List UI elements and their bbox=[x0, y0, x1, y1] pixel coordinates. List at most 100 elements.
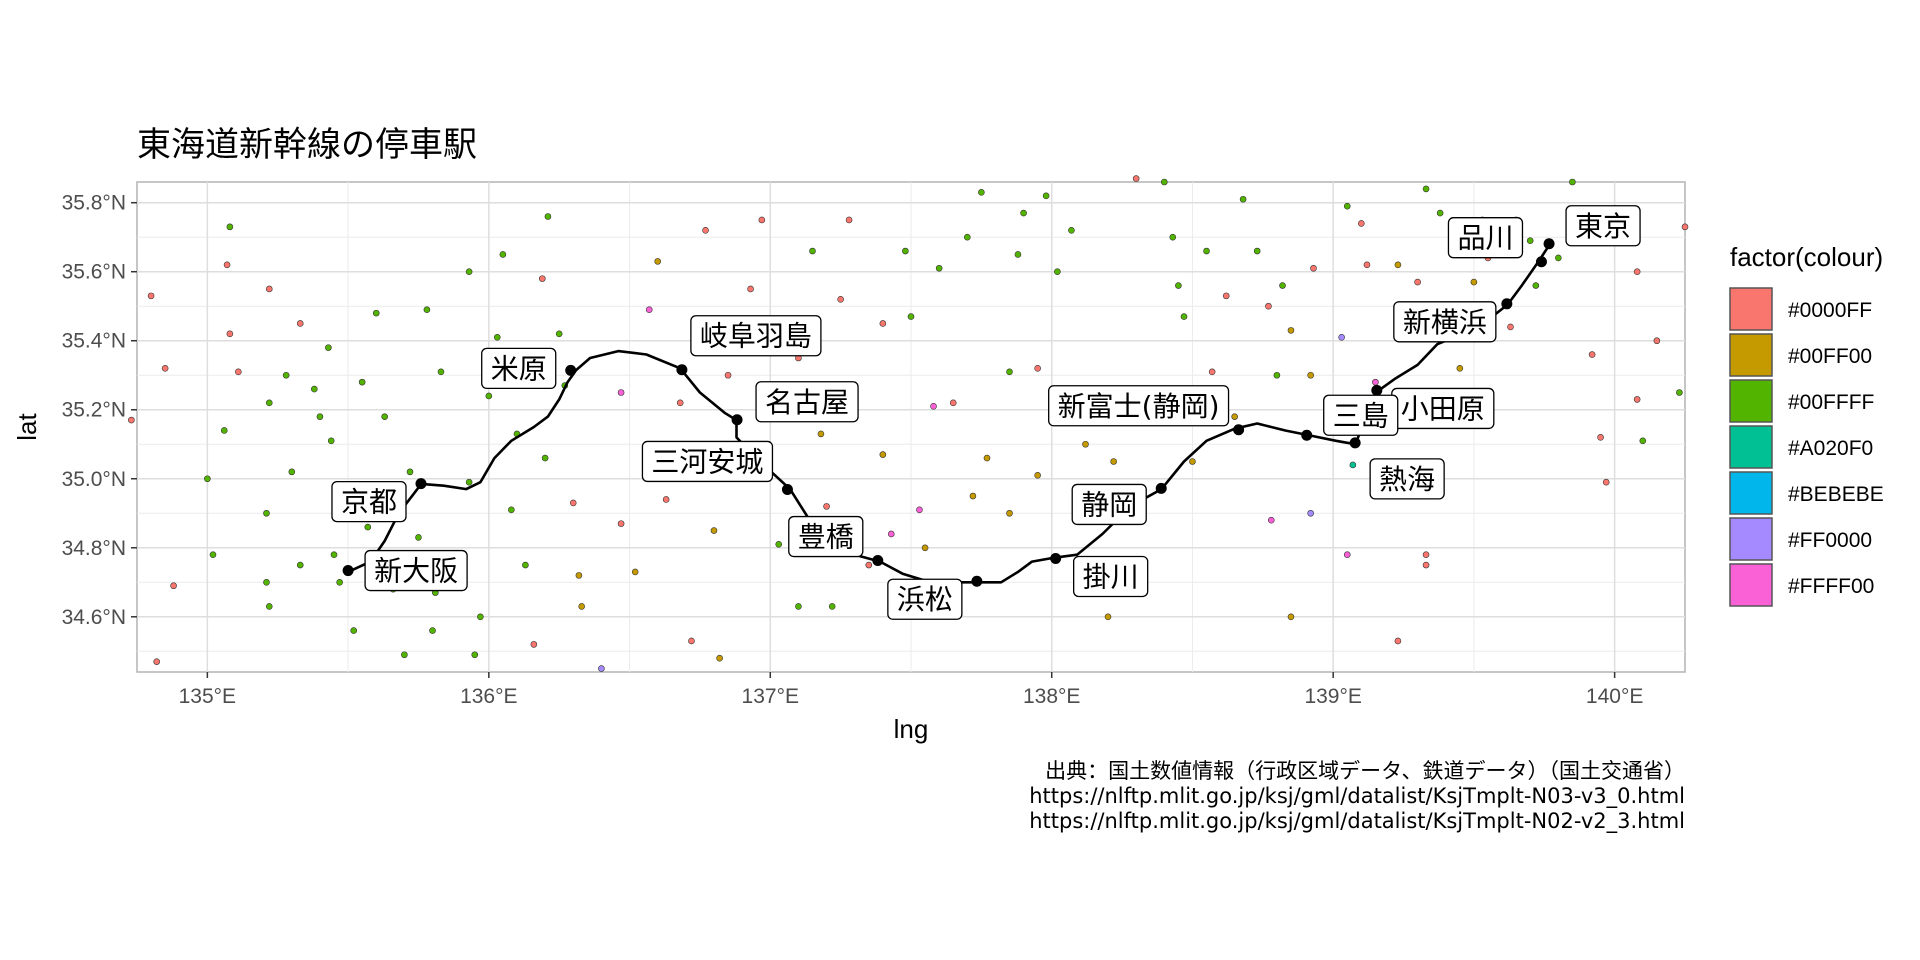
station-label: 浜松 bbox=[887, 578, 963, 620]
boundary-point bbox=[916, 506, 923, 514]
caption-url-n03: https://nlftp.mlit.go.jp/ksj/gml/datalis… bbox=[1029, 784, 1685, 809]
y-tick-label: 34.6°N bbox=[62, 606, 126, 629]
station-label: 岐阜羽島 bbox=[690, 315, 822, 357]
boundary-point bbox=[1020, 209, 1027, 217]
boundary-point bbox=[935, 264, 943, 272]
station-name: 米原 bbox=[491, 352, 547, 385]
boundary-point bbox=[907, 313, 915, 320]
caption-source: 出典：国土数値情報（行政区域データ、鉄道データ）（国土交通省） bbox=[1045, 759, 1685, 783]
station-marker bbox=[1371, 384, 1383, 396]
boundary-point bbox=[1394, 261, 1402, 269]
boundary-point bbox=[485, 392, 493, 400]
legend-label: #00FF00 bbox=[1788, 345, 1872, 368]
boundary-point bbox=[223, 261, 231, 269]
boundary-point bbox=[828, 603, 836, 610]
station-name: 東京 bbox=[1575, 210, 1631, 243]
boundary-point bbox=[265, 399, 273, 407]
station-markers bbox=[342, 238, 1555, 587]
boundary-point bbox=[288, 468, 296, 476]
boundary-point bbox=[963, 233, 971, 241]
boundary-point bbox=[575, 572, 583, 579]
caption: 出典：国土数値情報（行政区域データ、鉄道データ）（国土交通省） https://… bbox=[1029, 759, 1685, 834]
boundary-point bbox=[1343, 551, 1351, 558]
boundary-point bbox=[499, 251, 507, 258]
boundary-point bbox=[676, 399, 684, 407]
y-tick-label: 35.2°N bbox=[62, 399, 126, 422]
station-marker bbox=[676, 364, 688, 376]
boundary-point bbox=[508, 506, 515, 514]
station-name: 京都 bbox=[341, 486, 397, 519]
boundary-point bbox=[336, 578, 343, 586]
station-label: 新大阪 bbox=[364, 549, 468, 592]
y-tick-label: 35.0°N bbox=[62, 468, 126, 491]
station-marker bbox=[1535, 256, 1547, 268]
boundary-point bbox=[296, 320, 304, 327]
boundary-point bbox=[1208, 368, 1216, 376]
boundary-point bbox=[631, 568, 639, 576]
station-name: 静岡 bbox=[1081, 488, 1137, 521]
legend-label: #FF0000 bbox=[1788, 529, 1872, 552]
station-name: 新横浜 bbox=[1403, 306, 1487, 339]
x-tick-label: 137°E bbox=[742, 685, 799, 708]
x-tick-label: 135°E bbox=[179, 685, 236, 708]
boundary-point bbox=[1414, 278, 1421, 286]
boundary-point bbox=[865, 561, 873, 569]
boundary-point bbox=[1310, 264, 1317, 272]
boundary-point bbox=[1110, 458, 1117, 465]
boundary-point bbox=[1507, 323, 1514, 331]
boundary-point bbox=[1175, 282, 1182, 289]
boundary-point bbox=[1253, 247, 1261, 255]
boundary-point bbox=[1456, 365, 1464, 372]
boundary-point bbox=[1068, 227, 1075, 234]
boundary-point bbox=[538, 275, 546, 282]
boundary-point bbox=[325, 344, 332, 351]
boundary-point bbox=[1555, 254, 1562, 262]
boundary-point bbox=[209, 551, 217, 558]
station-name: 三河安城 bbox=[651, 445, 763, 478]
station-label: 名古屋 bbox=[755, 381, 859, 423]
boundary-point bbox=[983, 454, 991, 462]
station-label-box bbox=[1071, 483, 1147, 526]
legend-swatch bbox=[1729, 425, 1773, 469]
station-marker bbox=[1349, 437, 1361, 449]
station-label: 東京 bbox=[1565, 205, 1641, 247]
boundary-point bbox=[401, 651, 408, 659]
station-name: 岐阜羽島 bbox=[700, 320, 812, 353]
boundary-point bbox=[1239, 195, 1247, 203]
boundary-point bbox=[1588, 351, 1596, 358]
legend-label: #0000FF bbox=[1788, 299, 1872, 322]
boundary-point bbox=[522, 561, 529, 569]
boundary-point bbox=[423, 306, 431, 313]
x-axis-title: lng bbox=[894, 714, 929, 744]
station-label: 掛川 bbox=[1073, 555, 1149, 598]
boundary-point bbox=[654, 258, 661, 265]
y-axis-ticks: 34.6°N 34.8°N 35.0°N 35.2°N 35.4°N 35.6°N 35.8… bbox=[62, 192, 137, 629]
boundary-point bbox=[688, 637, 695, 645]
station-name: 新大阪 bbox=[374, 555, 458, 588]
boundary-point bbox=[1394, 637, 1402, 645]
boundary-point bbox=[879, 451, 887, 458]
station-label-box bbox=[1447, 217, 1524, 259]
boundary-point bbox=[578, 603, 585, 610]
boundary-point bbox=[170, 582, 177, 590]
station-name: 浜松 bbox=[897, 583, 953, 616]
boundary-point bbox=[358, 378, 366, 386]
station-name: 小田原 bbox=[1401, 392, 1485, 425]
boundary-point bbox=[530, 641, 538, 648]
boundary-point bbox=[837, 296, 844, 303]
x-tick-label: 140°E bbox=[1586, 685, 1643, 708]
boundary-point bbox=[887, 530, 895, 538]
station-label-box bbox=[1369, 458, 1445, 500]
station-name: 新富士(静岡) bbox=[1058, 390, 1220, 423]
station-label: 新横浜 bbox=[1393, 301, 1497, 343]
boundary-point bbox=[930, 402, 937, 410]
boundary-point bbox=[220, 427, 228, 434]
boundary-point bbox=[1169, 233, 1177, 241]
boundary-point bbox=[1034, 365, 1041, 372]
boundary-point bbox=[406, 468, 414, 476]
boundary-point bbox=[1349, 461, 1357, 469]
boundary-point bbox=[161, 365, 169, 372]
boundary-point bbox=[1307, 509, 1314, 517]
station-label-box bbox=[1323, 394, 1399, 436]
x-axis-ticks: 135°E 136°E 137°E 138°E 139°E 140°E bbox=[179, 672, 1643, 708]
